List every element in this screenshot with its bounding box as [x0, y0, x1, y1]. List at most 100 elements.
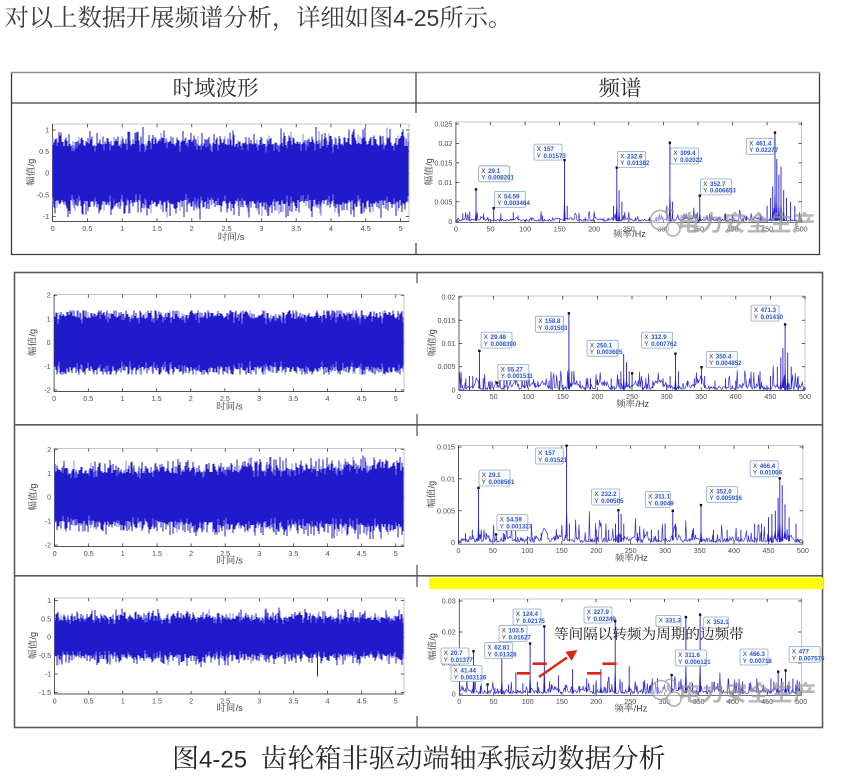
svg-text:41.44: 41.44 [461, 668, 477, 675]
svg-text:0.015: 0.015 [437, 443, 455, 452]
svg-text:X: X [707, 619, 711, 626]
svg-text:X: X [710, 488, 714, 495]
svg-text:312.9: 312.9 [651, 334, 667, 341]
svg-text:0.015: 0.015 [438, 316, 456, 325]
svg-text:309.4: 309.4 [680, 150, 696, 157]
svg-text:1.5: 1.5 [152, 224, 162, 233]
svg-text:0.02277: 0.02277 [756, 147, 779, 154]
svg-text:4: 4 [326, 394, 330, 403]
svg-text:352.0: 352.0 [716, 488, 732, 495]
svg-text:227.9: 227.9 [594, 609, 610, 616]
svg-text:352.7: 352.7 [710, 181, 726, 188]
svg-text:400: 400 [727, 697, 739, 706]
svg-text:0.005: 0.005 [438, 362, 456, 371]
svg-text:1: 1 [47, 596, 51, 605]
svg-text:0: 0 [457, 697, 461, 706]
svg-text:Y: Y [749, 147, 753, 154]
svg-text:2: 2 [190, 224, 194, 233]
svg-text:Y: Y [590, 349, 594, 356]
svg-text:400: 400 [730, 392, 742, 401]
svg-text:311.6: 311.6 [685, 652, 701, 659]
svg-text:0.008561: 0.008561 [489, 479, 515, 486]
svg-text:0.01377: 0.01377 [451, 657, 474, 664]
svg-text:X: X [590, 342, 594, 349]
svg-text:400: 400 [728, 546, 740, 555]
svg-text:1: 1 [47, 314, 51, 323]
svg-text:X: X [502, 628, 506, 635]
svg-text:X: X [538, 450, 542, 457]
svg-text:0.00718: 0.00718 [750, 658, 773, 665]
svg-text:0: 0 [47, 633, 51, 642]
svg-text:X: X [648, 494, 652, 501]
svg-text:200: 200 [590, 546, 602, 555]
svg-text:20.7: 20.7 [451, 650, 464, 657]
svg-text:100: 100 [522, 392, 534, 401]
svg-text:350: 350 [695, 392, 707, 401]
svg-text:0.005: 0.005 [434, 197, 452, 206]
svg-text:Y: Y [500, 523, 504, 530]
svg-text:300: 300 [659, 697, 671, 706]
svg-text:0.5: 0.5 [82, 224, 92, 233]
svg-text:5: 5 [394, 394, 398, 403]
svg-text:Y: Y [710, 495, 714, 502]
svg-text:3: 3 [257, 394, 261, 403]
svg-text:-1: -1 [45, 670, 51, 679]
svg-text:Y: Y [648, 500, 652, 507]
svg-text:4.5: 4.5 [357, 549, 367, 558]
svg-text:50: 50 [489, 546, 497, 555]
svg-text:55.27: 55.27 [507, 366, 523, 373]
svg-text:X: X [620, 153, 624, 160]
svg-text:-2: -2 [45, 541, 51, 550]
svg-text:X: X [587, 609, 591, 616]
svg-text:X: X [703, 181, 707, 188]
svg-text:100: 100 [522, 697, 534, 706]
svg-text:200: 200 [591, 392, 603, 401]
svg-text:450: 450 [763, 546, 775, 555]
svg-text:3.5: 3.5 [288, 394, 298, 403]
svg-text:150: 150 [556, 546, 568, 555]
svg-text:0.5: 0.5 [83, 394, 93, 403]
svg-text:Y: Y [497, 200, 501, 207]
svg-text:0: 0 [457, 546, 461, 555]
svg-text:Y: Y [538, 325, 542, 332]
svg-text:Y: Y [502, 634, 506, 641]
svg-text:Y: Y [620, 160, 624, 167]
svg-text:Y: Y [709, 360, 713, 367]
svg-text:124.4: 124.4 [523, 611, 539, 618]
svg-text:5: 5 [394, 549, 398, 558]
svg-text:X: X [482, 472, 486, 479]
svg-text:0.008390: 0.008390 [491, 341, 517, 348]
svg-text:0.003136: 0.003136 [461, 674, 487, 681]
svg-text:0.02022: 0.02022 [680, 157, 703, 164]
svg-text:X: X [749, 140, 753, 147]
svg-text:1: 1 [120, 394, 124, 403]
svg-text:352.1: 352.1 [713, 619, 729, 626]
svg-text:0.006653: 0.006653 [710, 188, 736, 195]
svg-text:Y: Y [484, 341, 488, 348]
svg-text:X: X [753, 463, 757, 470]
svg-text:X: X [754, 307, 758, 314]
svg-text:0.02: 0.02 [438, 139, 452, 148]
svg-text:X: X [444, 650, 448, 657]
svg-text:Y: Y [538, 457, 542, 464]
svg-text:4.5: 4.5 [361, 224, 371, 233]
svg-text:50: 50 [490, 697, 498, 706]
svg-text:0.01328: 0.01328 [494, 651, 517, 658]
svg-text:0.025: 0.025 [434, 120, 452, 129]
svg-text:1.5: 1.5 [152, 394, 162, 403]
svg-text:Y: Y [481, 175, 485, 182]
svg-text:Y: Y [482, 479, 486, 486]
svg-text:0.015: 0.015 [434, 158, 452, 167]
svg-text:1: 1 [121, 549, 125, 558]
svg-text:0.01382: 0.01382 [627, 160, 650, 167]
svg-text:461.4: 461.4 [756, 140, 772, 147]
svg-text:0.005: 0.005 [437, 506, 455, 515]
svg-text:0.004852: 0.004852 [716, 360, 742, 367]
svg-text:0.01006: 0.01006 [760, 470, 783, 477]
svg-text:300: 300 [659, 546, 671, 555]
svg-text:200: 200 [590, 697, 602, 706]
svg-text:0: 0 [452, 386, 456, 395]
svg-text:150: 150 [554, 224, 566, 233]
svg-text:2: 2 [189, 696, 193, 705]
svg-text:X: X [594, 491, 598, 498]
